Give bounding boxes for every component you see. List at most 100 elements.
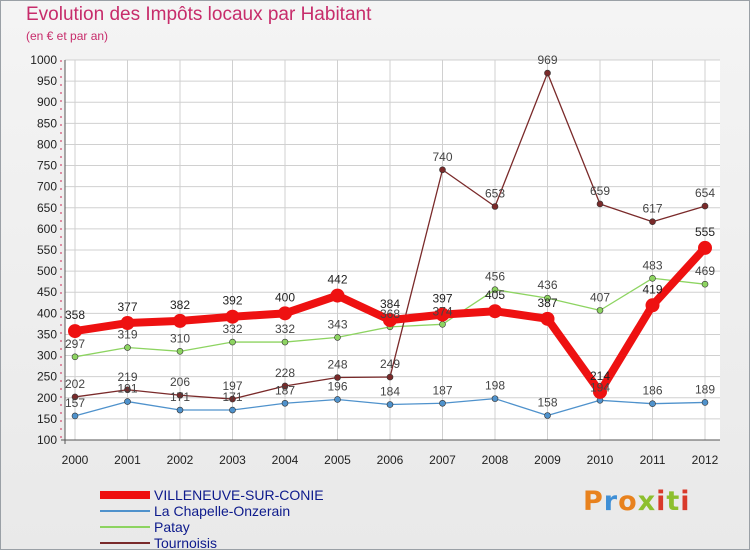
data-point bbox=[176, 391, 184, 399]
data-label: 377 bbox=[117, 300, 137, 314]
data-point bbox=[701, 202, 709, 210]
data-label: 197 bbox=[222, 379, 242, 393]
data-point bbox=[386, 401, 394, 408]
data-label: 206 bbox=[170, 375, 190, 389]
y-tick-label: 350 bbox=[37, 327, 57, 341]
data-label: 653 bbox=[485, 187, 505, 201]
data-point bbox=[386, 373, 394, 381]
data-label: 358 bbox=[65, 308, 85, 322]
chart-subtitle: (en € et par an) bbox=[26, 29, 109, 43]
data-point bbox=[439, 399, 446, 407]
data-label: 202 bbox=[65, 377, 85, 391]
data-point bbox=[645, 298, 660, 313]
data-point bbox=[540, 311, 555, 326]
data-label: 617 bbox=[642, 202, 662, 216]
data-point bbox=[435, 307, 450, 322]
y-tick-label: 700 bbox=[37, 180, 57, 194]
legend-swatch bbox=[100, 526, 150, 528]
data-point bbox=[281, 338, 289, 346]
x-tick-label: 2005 bbox=[324, 453, 351, 467]
data-point bbox=[229, 395, 236, 403]
data-label: 374 bbox=[432, 304, 452, 318]
data-label: 186 bbox=[642, 384, 662, 398]
data-point bbox=[229, 338, 236, 346]
y-tick-label: 300 bbox=[37, 349, 57, 363]
data-label: 442 bbox=[327, 273, 347, 287]
data-point bbox=[330, 288, 345, 303]
data-point bbox=[701, 399, 709, 406]
data-label: 187 bbox=[275, 383, 295, 397]
data-point bbox=[281, 382, 289, 390]
legend-swatch bbox=[100, 510, 150, 512]
data-label: 191 bbox=[117, 382, 137, 396]
data-label: 384 bbox=[380, 297, 400, 311]
data-point bbox=[698, 240, 712, 255]
data-label: 332 bbox=[222, 322, 242, 336]
data-point bbox=[281, 399, 289, 407]
data-point bbox=[439, 166, 446, 174]
data-label: 407 bbox=[590, 290, 610, 304]
x-tick-label: 2000 bbox=[62, 453, 89, 467]
data-label: 171 bbox=[222, 390, 242, 404]
data-point bbox=[488, 304, 502, 319]
data-label: 368 bbox=[380, 307, 400, 321]
data-label: 171 bbox=[170, 390, 190, 404]
data-point bbox=[124, 398, 131, 405]
data-point bbox=[334, 374, 341, 381]
data-label: 319 bbox=[117, 328, 137, 342]
y-tick-label: 500 bbox=[37, 264, 57, 278]
data-label: 196 bbox=[327, 379, 347, 393]
y-tick-label: 800 bbox=[37, 137, 57, 151]
data-label: 187 bbox=[432, 383, 452, 397]
data-label: 184 bbox=[380, 385, 400, 399]
data-point bbox=[491, 286, 499, 293]
data-point bbox=[491, 203, 499, 210]
data-point bbox=[593, 384, 607, 399]
y-tick-label: 150 bbox=[37, 412, 57, 426]
y-tick-label: 400 bbox=[37, 306, 57, 320]
data-point bbox=[491, 395, 499, 402]
data-point bbox=[544, 69, 551, 77]
y-tick-label: 900 bbox=[37, 95, 57, 109]
y-tick-label: 1000 bbox=[30, 53, 57, 67]
data-label: 310 bbox=[170, 331, 190, 345]
data-label: 400 bbox=[275, 290, 295, 304]
data-point bbox=[71, 393, 79, 401]
brand-logo: Proxiti bbox=[583, 486, 691, 517]
x-tick-label: 2001 bbox=[114, 453, 141, 467]
y-tick-label: 250 bbox=[37, 370, 57, 384]
data-label: 405 bbox=[485, 288, 505, 302]
data-point bbox=[120, 316, 135, 331]
data-label: 194 bbox=[590, 380, 610, 394]
data-point bbox=[229, 406, 236, 414]
data-label: 456 bbox=[485, 270, 505, 284]
data-label: 469 bbox=[695, 264, 715, 278]
data-label: 343 bbox=[327, 317, 347, 331]
data-label: 157 bbox=[65, 396, 85, 410]
data-label: 419 bbox=[642, 282, 662, 296]
y-tick-label: 550 bbox=[37, 243, 57, 257]
x-tick-label: 2004 bbox=[272, 453, 299, 467]
data-point bbox=[649, 274, 656, 282]
legend-label: La Chapelle-Onzerain bbox=[154, 503, 291, 519]
x-tick-label: 2011 bbox=[640, 453, 666, 467]
data-point bbox=[68, 324, 82, 339]
data-point bbox=[176, 348, 184, 355]
data-point bbox=[71, 353, 79, 361]
data-label: 248 bbox=[327, 358, 347, 372]
x-tick-label: 2009 bbox=[534, 453, 561, 467]
data-point bbox=[649, 400, 656, 407]
data-label: 249 bbox=[380, 357, 400, 371]
legend-swatch bbox=[100, 542, 150, 544]
x-tick-label: 2003 bbox=[219, 453, 246, 467]
x-tick-label: 2008 bbox=[482, 453, 509, 467]
series-1 bbox=[71, 395, 709, 420]
y-tick-label: 650 bbox=[37, 201, 57, 215]
data-point bbox=[173, 313, 187, 328]
legend-swatch bbox=[100, 491, 150, 499]
x-tick-label: 2006 bbox=[377, 453, 404, 467]
legend-label: VILLENEUVE-SUR-CONIE bbox=[154, 487, 324, 503]
data-point bbox=[544, 412, 551, 419]
data-label: 219 bbox=[117, 370, 137, 384]
